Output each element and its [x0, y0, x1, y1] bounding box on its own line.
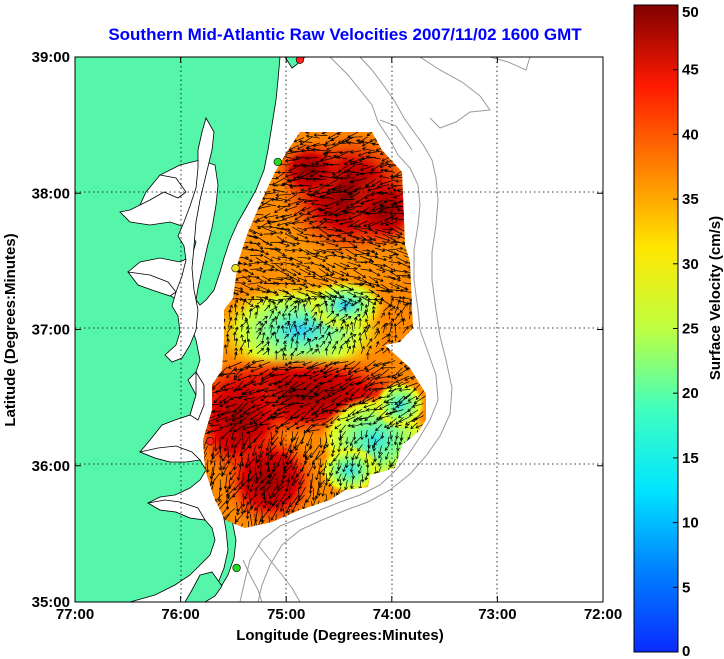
colorbar-tick-label: 5 [682, 579, 690, 596]
bathymetry-contours [239, 57, 531, 602]
x-axis: 77:00 76:00 75:00 74:00 73:00 72:00 [56, 57, 622, 623]
velocity-arrow-paths [203, 132, 426, 528]
colorbar-tick-label: 0 [682, 643, 690, 659]
station-north-marker [295, 57, 305, 64]
colorbar-tick-label: 30 [682, 256, 699, 273]
x-axis-label: Longitude (Degrees:Minutes) [236, 627, 444, 644]
station-cape-henlopen-marker [273, 157, 282, 167]
x-tick-label: 77:00 [56, 606, 94, 623]
colorbar-tick-label: 10 [682, 515, 699, 532]
y-tick-label: 38:00 [32, 185, 70, 202]
map-title: Southern Mid-Atlantic Raw Velocities 200… [108, 25, 582, 44]
colorbar-tick-label: 40 [682, 126, 699, 143]
colorbar-tick-label: 15 [682, 450, 699, 467]
colorbar-tick-label: 20 [682, 385, 699, 402]
station-wallops-marker [231, 264, 240, 273]
y-tick-label: 37:00 [32, 322, 70, 339]
x-tick-label: 76:00 [161, 606, 199, 623]
x-tick-label: 75:00 [267, 606, 305, 623]
colorbar-tick-label: 50 [682, 4, 699, 21]
x-tick-label: 73:00 [478, 606, 516, 623]
x-tick-label: 72:00 [584, 606, 622, 623]
station-duck-marker [206, 437, 215, 446]
radar-stations [206, 57, 305, 573]
x-tick-label: 74:00 [373, 606, 411, 623]
grid-lines [75, 57, 603, 602]
y-tick-label: 36:00 [32, 458, 70, 475]
colorbar-tick-label: 25 [682, 321, 699, 338]
colorbar-tick-label: 35 [682, 191, 699, 208]
velocity-arrows [203, 132, 426, 528]
colorbar-label: Surface Velocity (cm/s) [707, 216, 724, 380]
station-hatteras-marker [232, 563, 241, 573]
colorbar-gradient [633, 4, 679, 653]
colorbar-tick-label: 45 [682, 62, 699, 79]
y-tick-label: 39:00 [32, 49, 70, 66]
y-axis: 39:00 38:00 37:00 36:00 35:00 [32, 49, 603, 611]
y-axis-label: Latitude (Degrees:Minutes) [2, 233, 19, 426]
chesapeake-bay [127, 116, 215, 521]
y-tick-label: 35:00 [32, 594, 70, 611]
